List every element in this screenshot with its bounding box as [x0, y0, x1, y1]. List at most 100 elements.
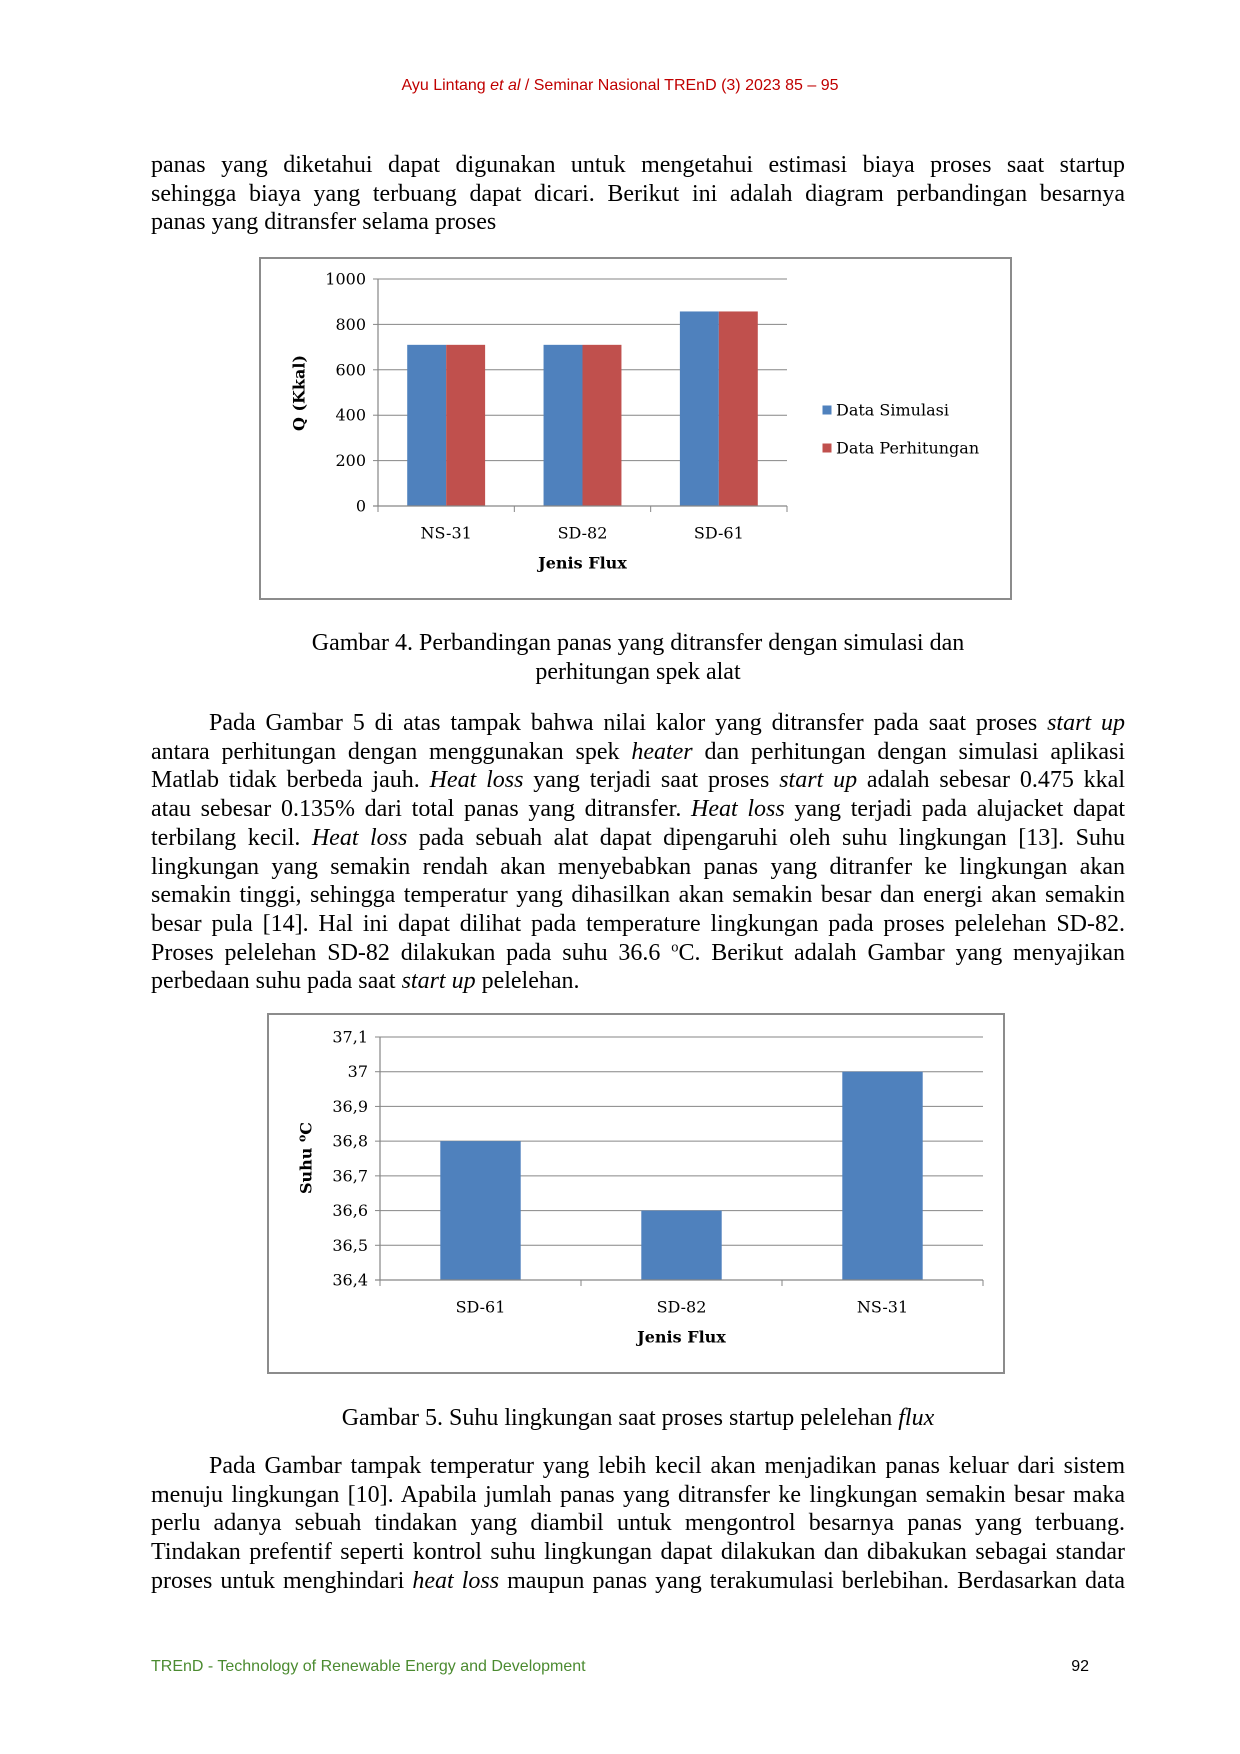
- running-head-seminar: / Seminar Nasional TREnD (3) 2023 85 – 9…: [520, 77, 839, 94]
- running-head-et-al: et al: [490, 77, 521, 94]
- bar: [446, 344, 486, 506]
- text-line: besar pula [14]. Hal ini dapat dilihat p…: [151, 910, 1125, 939]
- x-tick-label: SD-82: [558, 524, 608, 543]
- y-tick-label: 400: [335, 406, 366, 425]
- italic-text: Heat loss: [311, 824, 408, 851]
- x-axis-title: Jenis Flux: [536, 554, 627, 573]
- bar: [543, 344, 583, 506]
- legend-marker: [822, 443, 832, 453]
- y-tick-label: 37: [348, 1062, 368, 1081]
- text-line: Pada Gambar 5 di atas tampak bahwa nilai…: [151, 709, 1125, 738]
- running-head-authors: Ayu Lintang: [401, 77, 491, 94]
- text-line: proses untuk menghindari heat loss maupu…: [151, 1567, 1125, 1596]
- text-line: Matlab tidak berbeda jauh. Heat loss yan…: [151, 766, 1125, 795]
- page-number: 92: [1071, 1658, 1089, 1675]
- text-line: panas yang diketahui dapat digunakan unt…: [151, 151, 1125, 180]
- italic-text: start up: [779, 767, 858, 794]
- body-paragraph-2: Pada Gambar 5 di atas tampak bahwa nilai…: [151, 709, 1125, 996]
- y-tick-label: 200: [335, 451, 366, 470]
- y-tick-label: 36,8: [332, 1132, 368, 1151]
- text-run: semakin tinggi, sehingga temperatur yang…: [151, 882, 1125, 909]
- text-run: Proses pelelehan SD-82 dilakukan pada su…: [151, 939, 672, 966]
- superscript-text: o: [671, 939, 679, 955]
- text-run: besar pula [14]. Hal ini dapat dilihat p…: [151, 910, 1125, 937]
- figure-5-chart: 36,4 36,5 36,6 36,7 36,8 36,9 37 37,1 SD-61 SD-82…: [267, 1013, 1005, 1374]
- text-run: yang terjadi saat proses: [523, 767, 780, 794]
- text-run: Matlab tidak berbeda jauh.: [151, 767, 430, 794]
- figure-4-bar-chart: 0 200 400 600 800 1000 NS-31 SD-82 SD-61 Jenis Fl…: [290, 270, 980, 573]
- text-line: antara perhitungan dengan menggunakan sp…: [151, 738, 1125, 767]
- italic-text: heat loss: [412, 1567, 500, 1594]
- text-line: Pada Gambar tampak temperatur yang lebih…: [151, 1452, 1125, 1481]
- y-tick-label: 36,6: [332, 1201, 368, 1220]
- italic-text: Heat loss: [691, 796, 785, 823]
- y-tick-label: 1000: [325, 270, 366, 289]
- legend-label: Data Simulasi: [836, 401, 949, 420]
- y-tick-label: 0: [356, 497, 366, 516]
- y-tick-label: 36,5: [332, 1236, 368, 1255]
- y-tick-label: 36,7: [332, 1166, 368, 1185]
- text-line: sehingga biaya yang terbuang dapat dicar…: [151, 180, 1125, 209]
- text-line: panas yang ditransfer selama proses: [151, 208, 1125, 237]
- text-run: terbilang kecil.: [151, 824, 312, 851]
- text-run: atau sebesar 0.135% dari total panas yan…: [151, 796, 692, 823]
- text-run: maupun panas yang terakumulasi berlebiha…: [499, 1567, 1126, 1594]
- italic-text: Heat loss: [429, 767, 524, 794]
- text-line: lingkungan yang semakin rendah akan meny…: [151, 853, 1125, 882]
- italic-text: start up: [401, 968, 476, 995]
- text-run: menuju lingkungan [10]. Apabila jumlah p…: [151, 1481, 1125, 1508]
- italic-text: heater: [631, 738, 693, 765]
- bar: [440, 1141, 521, 1280]
- text-run: perlu adanya sebuah tindakan yang diambi…: [151, 1510, 1125, 1537]
- text-run: proses untuk menghindari: [151, 1567, 413, 1594]
- text-line: atau sebesar 0.135% dari total panas yan…: [151, 795, 1125, 824]
- text-run: adalah sebesar 0.475 kkal: [857, 767, 1126, 794]
- text-run: sehingga biaya yang terbuang dapat dicar…: [151, 180, 1125, 207]
- text-run: pelelehan.: [475, 968, 580, 995]
- footer-journal-name: TREnD - Technology of Renewable Energy a…: [151, 1658, 586, 1675]
- x-axis-title: Jenis Flux: [635, 1328, 726, 1347]
- x-tick-label: SD-82: [657, 1298, 707, 1317]
- figure-5-bar-chart: 36,4 36,5 36,6 36,7 36,8 36,9 37 37,1 SD-61 SD-82…: [295, 1028, 984, 1347]
- body-paragraph-1: panas yang diketahui dapat digunakan unt…: [151, 151, 1125, 237]
- figure-4-caption-line: perhitungan spek alat: [535, 658, 741, 685]
- text-run: antara perhitungan dengan menggunakan sp…: [151, 738, 632, 765]
- text-run: panas yang ditransfer selama proses: [151, 209, 497, 236]
- text-line: menuju lingkungan [10]. Apabila jumlah p…: [151, 1481, 1125, 1510]
- text-run: pada sebuah alat dapat dipengaruhi oleh …: [407, 824, 1125, 851]
- text-line: semakin tinggi, sehingga temperatur yang…: [151, 881, 1125, 910]
- y-tick-label: 800: [335, 315, 366, 334]
- text-line: Proses pelelehan SD-82 dilakukan pada su…: [151, 939, 1125, 968]
- y-tick-label: 36,4: [332, 1271, 368, 1290]
- bar: [407, 344, 447, 506]
- bar: [842, 1071, 923, 1280]
- figure-5-caption: Gambar 5. Suhu lingkungan saat proses st…: [151, 1404, 1125, 1433]
- text-line: Tindakan prefentif seperti kontrol suhu …: [151, 1538, 1125, 1567]
- figure-4-caption-line: Gambar 4. Perbandingan panas yang ditran…: [311, 630, 965, 656]
- text-line: terbilang kecil. Heat loss pada sebuah a…: [151, 824, 1125, 853]
- text-run: panas yang diketahui dapat digunakan unt…: [151, 152, 1125, 178]
- y-axis-title: Suhu oC: [295, 1122, 316, 1194]
- text-run: C. Berikut adalah Gambar yang menyajikan: [678, 939, 1126, 966]
- running-head: Ayu Lintang et al / Seminar Nasional TRE…: [0, 76, 1240, 96]
- text-line: perbedaan suhu pada saat start up pelele…: [151, 967, 1125, 996]
- body-paragraph-3: Pada Gambar tampak temperatur yang lebih…: [151, 1452, 1125, 1596]
- bar: [718, 311, 758, 506]
- x-tick-label: NS-31: [421, 524, 472, 543]
- figure-4-chart: 0 200 400 600 800 1000 NS-31 SD-82 SD-61 Jenis Fl…: [259, 257, 1012, 600]
- text-run: dan perhitungan dengan simulasi aplikasi: [692, 738, 1126, 765]
- x-tick-label: SD-61: [694, 524, 744, 543]
- text-run: Pada Gambar tampak temperatur yang lebih…: [209, 1453, 1125, 1479]
- superscript-text: o: [295, 1135, 308, 1142]
- label-run: Suhu: [297, 1142, 316, 1194]
- bar: [582, 344, 622, 506]
- label-run: C: [297, 1122, 316, 1135]
- y-tick-label: 37,1: [332, 1028, 368, 1047]
- y-tick-label: 600: [335, 360, 366, 379]
- legend-marker: [822, 405, 832, 415]
- text-run: Pada Gambar 5 di atas tampak bahwa nilai…: [209, 710, 1048, 736]
- text-run: Tindakan prefentif seperti kontrol suhu …: [151, 1539, 1125, 1566]
- text-line: perlu adanya sebuah tindakan yang diambi…: [151, 1509, 1125, 1538]
- figure-5-caption-italic: flux: [898, 1405, 935, 1431]
